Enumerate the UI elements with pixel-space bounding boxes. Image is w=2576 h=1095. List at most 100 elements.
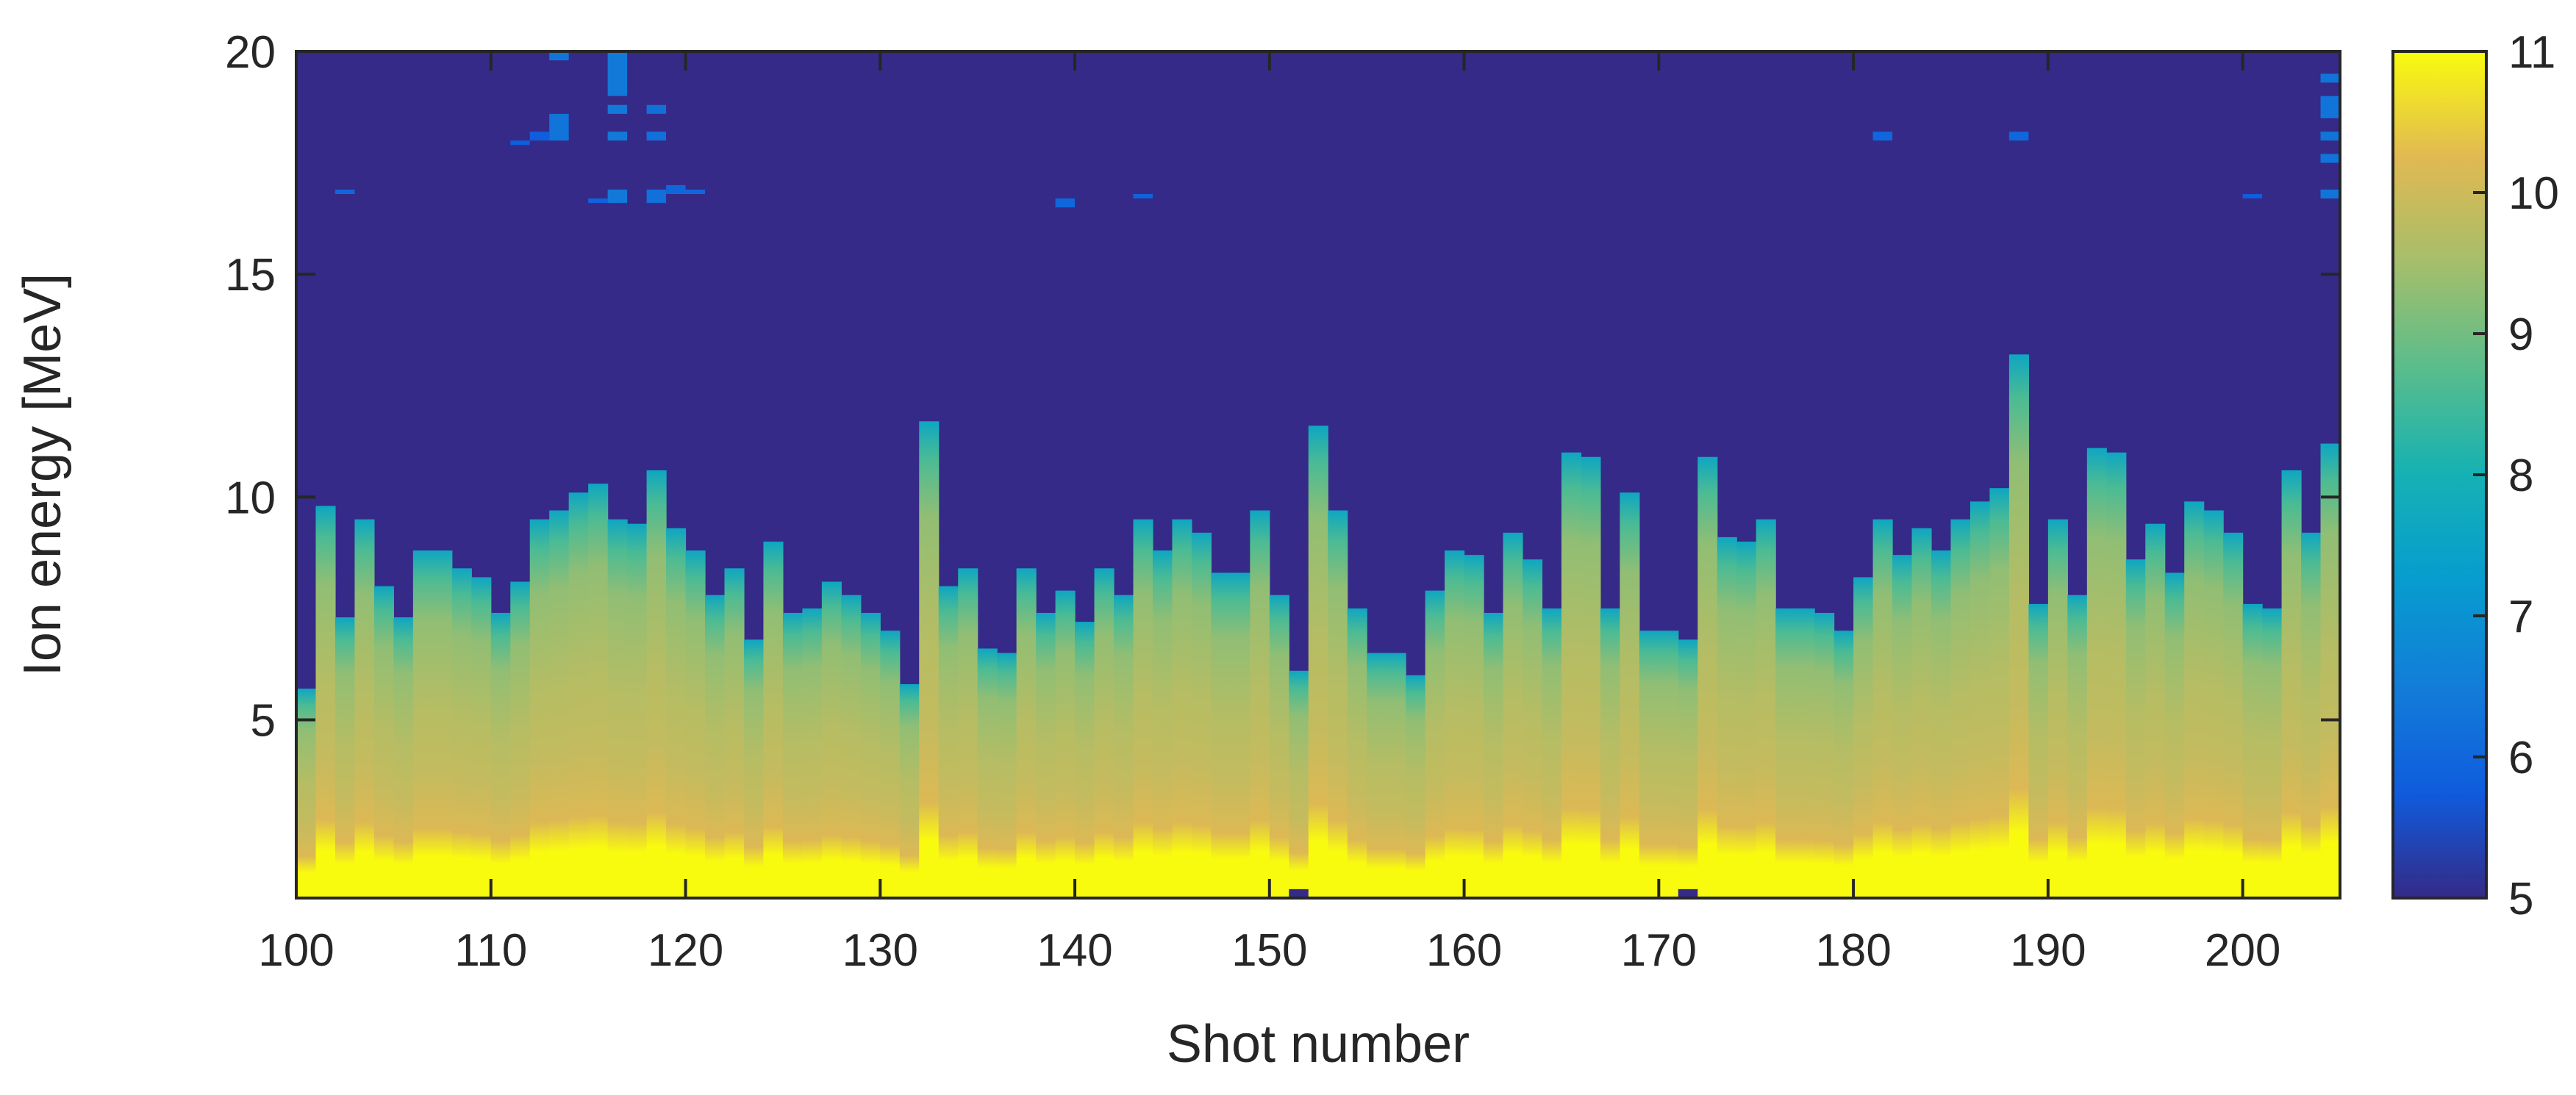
signal-streak <box>1872 132 1893 141</box>
shot-column <box>1308 426 1328 898</box>
shot-column <box>860 612 881 898</box>
signal-streak <box>2320 96 2340 118</box>
signal-streak <box>549 51 569 61</box>
signal-streak <box>2320 73 2340 83</box>
shot-column <box>666 528 687 898</box>
shot-column <box>2047 519 2068 898</box>
x-axis-label: Shot number <box>1167 1015 1470 1074</box>
signal-streak <box>1678 888 1698 898</box>
heatmap-columns <box>296 354 2341 898</box>
shot-column <box>2067 595 2088 898</box>
shot-column <box>724 568 745 898</box>
colorbar-gradient <box>2393 51 2486 898</box>
colorbar-tick-label: 11 <box>2508 27 2555 78</box>
shot-column <box>1211 572 1231 898</box>
x-tick-label: 200 <box>2205 925 2280 976</box>
shot-column <box>1250 510 1270 898</box>
signal-streak <box>646 104 667 114</box>
x-tick-label: 120 <box>648 925 723 976</box>
shot-column <box>373 586 394 898</box>
shot-column <box>2242 603 2263 898</box>
shot-column <box>1191 532 1212 898</box>
shot-column <box>1969 501 1991 898</box>
shot-column <box>412 550 433 898</box>
colorbar-tick-label: 7 <box>2508 592 2533 642</box>
shot-column <box>1561 452 1582 898</box>
shot-column <box>938 586 959 898</box>
y-axis: 5 10 15 20 <box>225 27 2340 746</box>
shot-column <box>1678 639 1698 898</box>
shot-column <box>1406 675 1426 898</box>
x-tick-label: 190 <box>2010 925 2086 976</box>
shot-column <box>334 617 356 898</box>
shot-column <box>2028 603 2049 898</box>
shot-column <box>646 470 667 898</box>
shot-column <box>1133 519 1153 898</box>
shot-column <box>1523 559 1543 898</box>
shot-column <box>821 581 842 898</box>
plot-frame <box>295 50 2341 900</box>
signal-streak <box>2320 132 2340 141</box>
shot-column <box>743 639 765 898</box>
y-tick-label: 10 <box>225 473 276 523</box>
signal-streak <box>1055 198 1076 208</box>
shot-column <box>1445 550 1465 898</box>
shot-column <box>1756 519 1776 898</box>
signal-streak <box>607 189 628 204</box>
shot-column <box>1484 612 1504 898</box>
shot-column <box>1075 622 1095 898</box>
x-tick-label: 150 <box>1231 925 1307 976</box>
x-axis: 100 110 120 130 140 150 160 170 180 190 200 <box>258 51 2280 976</box>
shot-column <box>1386 653 1406 898</box>
shot-column <box>1581 456 1601 898</box>
signal-streak <box>1133 194 1153 199</box>
shot-column <box>451 568 472 898</box>
x-tick-label: 180 <box>1815 925 1891 976</box>
shot-column <box>899 683 920 898</box>
shot-column <box>549 510 570 898</box>
shot-column <box>2125 559 2146 898</box>
signal-streak <box>2320 189 2340 199</box>
shot-column <box>1620 492 1640 898</box>
shot-column <box>1697 456 1718 898</box>
shot-column <box>354 519 375 898</box>
shot-column <box>568 492 589 898</box>
shot-column <box>2008 354 2029 898</box>
shot-column <box>1950 519 1971 898</box>
x-tick-label: 110 <box>454 925 527 976</box>
y-tick-label: 20 <box>225 27 276 78</box>
shot-column <box>919 421 940 898</box>
shot-column <box>1833 631 1854 898</box>
shot-column <box>1639 631 1659 898</box>
shot-column <box>1503 532 1523 898</box>
colorbar-tick-label: 10 <box>2508 168 2559 219</box>
signal-streak <box>607 51 628 96</box>
shot-column <box>1989 488 2010 898</box>
colorbar-tick-label: 8 <box>2508 450 2533 501</box>
heatmap-streaks <box>334 51 2340 898</box>
shot-column <box>685 550 706 898</box>
shot-column <box>1464 555 1484 898</box>
shot-column <box>1036 612 1056 898</box>
shot-column <box>1347 608 1367 898</box>
colorbar: 5 6 7 8 9 10 11 <box>2391 27 2559 925</box>
shot-column <box>1717 536 1737 898</box>
shot-column <box>2164 572 2185 898</box>
shot-column <box>490 612 511 898</box>
shot-column <box>1425 590 1445 898</box>
shot-column <box>529 519 550 898</box>
shot-column <box>1094 568 1115 898</box>
shot-column <box>2086 448 2107 898</box>
signal-streak <box>2242 194 2263 199</box>
shot-column <box>997 653 1017 898</box>
shot-column <box>432 550 453 898</box>
shot-column <box>2203 510 2224 898</box>
shot-column <box>1872 519 1893 898</box>
shot-column <box>1853 577 1874 898</box>
colorbar-ticks: 5 6 7 8 9 10 11 <box>2473 27 2559 925</box>
shot-column <box>1172 519 1192 898</box>
shot-column <box>2184 501 2205 898</box>
shot-column <box>1289 670 1309 898</box>
y-axis-label: Ion energy [MeV] <box>13 273 72 676</box>
